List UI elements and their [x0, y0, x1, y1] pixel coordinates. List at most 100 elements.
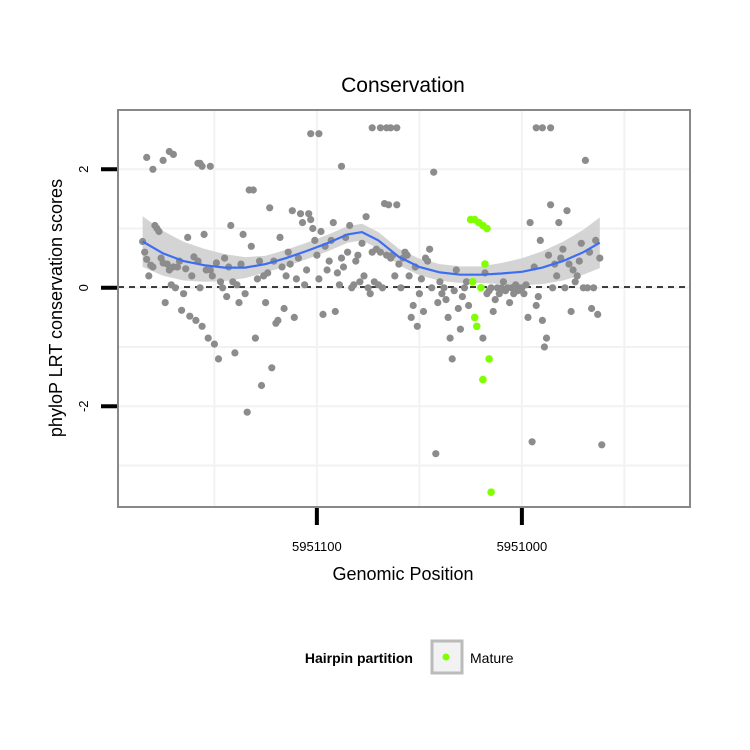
- plot-panel-border: [117, 109, 691, 508]
- data-point-20: [180, 290, 188, 298]
- data-point-203: [567, 307, 575, 316]
- data-point-168: [495, 290, 503, 298]
- data-point-71: [284, 248, 292, 256]
- data-point-61: [264, 269, 272, 277]
- data-point-237: [538, 124, 547, 132]
- x-tick-label-0: 5951100: [292, 539, 342, 554]
- data-point-108: [360, 272, 368, 280]
- data-point-205: [571, 278, 579, 286]
- data-point-190: [540, 343, 549, 351]
- data-point-131: [407, 313, 415, 321]
- mature-point-3: [473, 322, 481, 331]
- data-point-147: [440, 284, 448, 292]
- data-point-106: [356, 278, 364, 286]
- data-point-120: [385, 201, 393, 209]
- data-point-188: [536, 236, 544, 244]
- data-point-137: [419, 307, 428, 316]
- data-point-51: [243, 408, 251, 416]
- data-point-221: [159, 156, 167, 164]
- data-point-58: [257, 381, 266, 390]
- data-point-144: [434, 299, 442, 307]
- data-point-50: [241, 290, 249, 298]
- data-point-35: [210, 340, 218, 348]
- data-point-181: [522, 281, 530, 289]
- other-points-layer: [139, 124, 606, 458]
- data-point-29: [198, 322, 206, 330]
- data-point-66: [274, 316, 282, 324]
- data-point-68: [278, 263, 286, 271]
- data-point-219: [143, 153, 151, 161]
- data-point-134: [413, 322, 421, 330]
- data-point-88: [319, 310, 327, 318]
- data-point-187: [534, 293, 542, 301]
- data-point-90: [323, 266, 331, 274]
- data-point-80: [303, 266, 311, 274]
- data-point-78: [298, 219, 307, 227]
- y-tick-label-1: 0: [76, 284, 91, 291]
- data-point-165: [489, 307, 497, 316]
- y-axis-ticks: -2 0 2: [76, 166, 117, 412]
- data-point-96: [335, 281, 343, 289]
- data-point-84: [311, 236, 319, 244]
- data-point-24: [188, 272, 196, 280]
- y-tick-label-2: 2: [76, 166, 91, 173]
- data-point-197: [555, 219, 563, 227]
- data-point-87: [317, 227, 325, 236]
- data-point-125: [395, 260, 403, 268]
- data-point-124: [393, 201, 401, 209]
- data-point-210: [581, 156, 590, 164]
- data-point-43: [227, 221, 235, 230]
- data-point-36: [212, 259, 220, 267]
- data-point-150: [446, 334, 454, 342]
- data-point-107: [358, 239, 366, 247]
- data-point-16: [171, 284, 179, 292]
- data-point-140: [426, 245, 434, 253]
- data-point-151: [448, 355, 456, 363]
- data-point-67: [276, 233, 284, 241]
- smooth-line: [142, 230, 601, 276]
- data-point-34: [208, 272, 216, 280]
- data-point-160: [479, 334, 487, 342]
- mature-point-12: [479, 375, 487, 384]
- data-point-220: [149, 165, 157, 173]
- mature-point-8: [483, 224, 491, 233]
- data-point-39: [219, 284, 227, 292]
- data-point-53: [247, 242, 255, 250]
- data-point-8: [155, 227, 163, 236]
- confidence-band-layer: [142, 216, 600, 286]
- mature-point-11: [470, 313, 479, 322]
- data-point-21: [182, 265, 190, 273]
- legend-key-mature-dot: [442, 653, 450, 661]
- data-point-98: [339, 263, 348, 271]
- x-tick-label-1: 5951000: [497, 539, 548, 554]
- smooth-line-layer: [142, 230, 601, 276]
- data-point-45: [231, 349, 239, 357]
- data-point-72: [286, 260, 294, 268]
- data-point-46: [233, 281, 241, 289]
- data-point-63: [268, 364, 276, 372]
- data-point-12: [163, 260, 171, 268]
- x-axis-title: Genomic Position: [332, 564, 473, 584]
- data-point-208: [577, 239, 585, 247]
- data-point-19: [178, 306, 186, 314]
- data-point-226: [198, 162, 206, 170]
- data-point-91: [325, 257, 333, 265]
- data-point-32: [204, 334, 212, 342]
- data-point-148: [442, 296, 450, 304]
- data-point-214: [590, 284, 598, 292]
- data-point-157: [460, 284, 469, 292]
- data-point-227: [206, 162, 214, 170]
- data-point-37: [214, 355, 223, 363]
- data-point-231: [368, 124, 376, 132]
- data-point-97: [337, 254, 346, 262]
- data-point-207: [575, 257, 583, 265]
- data-point-129: [403, 251, 411, 259]
- data-point-3: [145, 272, 153, 280]
- data-point-142: [430, 168, 438, 176]
- data-point-77: [296, 210, 305, 218]
- data-point-235: [393, 124, 401, 132]
- data-point-136: [417, 275, 425, 283]
- data-point-57: [255, 257, 264, 265]
- data-point-170: [499, 278, 507, 286]
- data-point-22: [184, 233, 192, 241]
